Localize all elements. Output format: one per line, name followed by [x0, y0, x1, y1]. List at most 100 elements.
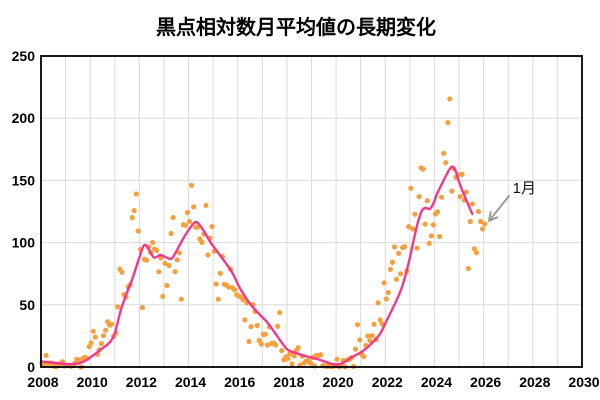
data-point: [357, 337, 363, 343]
x-tick-label: 2008: [27, 374, 58, 390]
data-point: [156, 269, 162, 275]
data-point: [334, 356, 340, 362]
data-point: [162, 260, 168, 266]
data-point: [443, 160, 449, 166]
data-point: [414, 245, 420, 251]
chart-title: 黒点相対数月平均値の長期変化: [156, 15, 436, 39]
data-point: [439, 194, 445, 200]
data-point: [109, 321, 115, 327]
data-point: [254, 322, 260, 329]
data-point: [217, 270, 223, 276]
y-tick-label: 150: [12, 172, 36, 188]
data-point: [385, 289, 391, 296]
data-point: [143, 257, 150, 263]
data-point: [103, 327, 109, 333]
data-point: [129, 215, 135, 221]
y-tick-label: 100: [12, 235, 36, 251]
data-point: [92, 334, 98, 340]
data-point: [416, 194, 422, 200]
data-point: [213, 281, 219, 287]
data-point: [412, 211, 418, 217]
data-point: [131, 208, 137, 214]
data-point: [277, 310, 283, 316]
data-point: [205, 252, 211, 258]
data-point: [289, 361, 295, 367]
data-point: [465, 265, 471, 272]
y-tick-label: 50: [19, 297, 35, 313]
data-point: [279, 348, 285, 354]
x-tick-label: 2016: [224, 374, 255, 390]
x-tick-label: 2012: [126, 374, 157, 390]
data-point: [172, 269, 178, 275]
data-point: [133, 191, 139, 197]
data-point: [383, 296, 389, 302]
annotation-label: 1月: [513, 180, 536, 197]
data-point: [174, 257, 180, 263]
data-point: [471, 246, 477, 252]
data-point: [285, 355, 291, 362]
data-point: [135, 228, 141, 234]
data-point: [275, 323, 281, 329]
data-point: [480, 226, 486, 232]
data-point: [434, 209, 441, 215]
data-point: [459, 171, 465, 177]
data-point: [232, 287, 238, 293]
data-point: [396, 250, 402, 256]
smoothed-line: [40, 165, 474, 366]
data-point: [199, 239, 205, 245]
data-point: [457, 194, 463, 200]
data-point: [248, 324, 254, 330]
y-tick-label: 250: [12, 48, 36, 64]
data-point: [119, 269, 125, 275]
data-point: [187, 218, 193, 225]
data-point: [420, 166, 426, 172]
data-point: [203, 202, 209, 208]
x-tick-label: 2010: [77, 374, 108, 390]
data-point: [164, 282, 170, 289]
data-point: [365, 333, 371, 339]
data-point: [478, 218, 484, 225]
data-point: [391, 244, 398, 250]
data-point: [353, 346, 359, 352]
gridlines: [41, 56, 582, 367]
plot-frame: [40, 55, 583, 368]
data-point: [246, 338, 252, 345]
data-point: [191, 204, 197, 210]
data-point: [445, 120, 451, 126]
data-point: [242, 317, 248, 323]
data-point: [398, 271, 404, 277]
data-point: [375, 300, 381, 306]
data-point: [166, 263, 172, 269]
data-point: [178, 296, 184, 302]
data-point: [154, 247, 160, 253]
data-point: [424, 198, 430, 204]
x-tick-label: 2020: [323, 374, 354, 390]
data-point: [176, 250, 182, 256]
x-tick-label: 2024: [421, 374, 452, 390]
data-point: [240, 297, 246, 303]
data-point: [387, 266, 393, 272]
arrow-head: [488, 210, 492, 222]
data-point: [437, 233, 443, 240]
data-point: [86, 344, 92, 350]
y-tick-label: 200: [12, 110, 36, 126]
data-point: [264, 342, 270, 348]
data-point: [318, 352, 324, 358]
x-axis-tick-labels: 2008 2010 2012 2014 2016 2018 2020 2022 2024 2026…: [27, 374, 599, 390]
annotation-arrow-icon: [488, 194, 511, 222]
data-point: [262, 331, 268, 337]
arrow-head: [488, 216, 499, 222]
data-point: [426, 240, 432, 246]
data-point: [482, 221, 488, 227]
data-point: [168, 230, 174, 237]
y-tick-label: 0: [27, 359, 35, 375]
data-point: [469, 201, 475, 207]
x-tick-label: 2014: [175, 374, 206, 390]
data-point: [273, 342, 279, 348]
data-point: [182, 222, 189, 228]
data-point: [381, 280, 387, 286]
data-point: [100, 333, 107, 339]
data-point: [467, 218, 473, 225]
